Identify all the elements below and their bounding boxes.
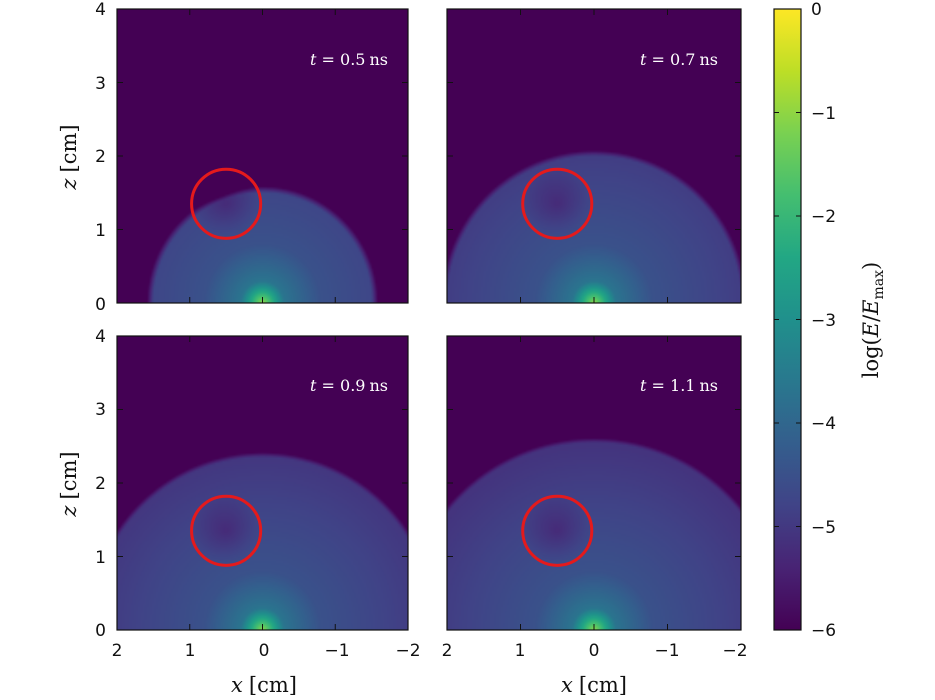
x-tick-label: −2 — [395, 641, 420, 661]
z-axis-label-bottom: z[cm] — [57, 451, 81, 517]
colorbar-tick-labels: 0 −1 −2 −3 −4 −5 −6 — [811, 0, 836, 641]
heatmap-panels — [116, 8, 742, 631]
x-axis-label-right: x [cm] — [561, 673, 627, 697]
colorbar-tick-label: −4 — [811, 414, 836, 434]
z-tick-label: 3 — [95, 74, 106, 94]
x-tick-label: −1 — [654, 641, 679, 661]
heatmap-image-2 — [117, 336, 408, 630]
x-tick-label: 2 — [112, 641, 123, 661]
time-annotation-3: t = 1.1 ns — [640, 376, 718, 395]
z-axis-label-top: z[cm] — [57, 124, 81, 190]
obstacle-circle-0 — [190, 167, 263, 240]
x-tick-labels-left: 2 1 0 −1 −2 — [112, 641, 421, 661]
z-tick-label: 4 — [95, 0, 106, 20]
x-tick-label: 1 — [185, 641, 196, 661]
z-tick-label: 0 — [95, 295, 106, 315]
time-annotations: t = 0.5 ns t = 0.7 ns t = 0.9 ns t = 1.1 ns — [310, 50, 718, 395]
heatmap-image-3 — [447, 336, 741, 630]
z-tick-label: 4 — [95, 327, 106, 347]
z-tick-labels-bottom: 0 1 2 3 4 — [95, 327, 106, 641]
colorbar-tick-label: −6 — [811, 621, 836, 641]
obstacle-circle-2 — [190, 494, 263, 567]
axis-ticks — [116, 8, 742, 631]
x-tick-label: 0 — [259, 641, 270, 661]
colorbar-tick-label: −3 — [811, 311, 836, 331]
z-tick-label: 2 — [95, 474, 106, 494]
z-tick-label: 1 — [95, 221, 106, 241]
colorbar-label: log(E/Emax) — [859, 262, 887, 379]
z-tick-label: 2 — [95, 147, 106, 167]
z-tick-label: 3 — [95, 400, 106, 420]
colorbar-tick-label: −5 — [811, 518, 836, 538]
time-annotation-2: t = 0.9 ns — [310, 376, 388, 395]
colorbar-tick-label: −1 — [811, 104, 836, 124]
x-tick-label: −1 — [324, 641, 349, 661]
colorbar-tick-label: −2 — [811, 207, 836, 227]
time-annotation-0: t = 0.5 ns — [310, 50, 388, 69]
colorbar-tick-label: 0 — [811, 0, 822, 20]
x-tick-labels-right: 2 1 0 −1 −2 — [442, 641, 748, 661]
obstacle-circle-3 — [521, 494, 594, 567]
obstacle-circle-1 — [521, 167, 594, 240]
colorbar-ticks — [774, 8, 801, 631]
time-annotation-1: t = 0.7 ns — [640, 50, 718, 69]
z-tick-label: 1 — [95, 548, 106, 568]
x-tick-label: 2 — [442, 641, 453, 661]
x-tick-label: 0 — [589, 641, 600, 661]
x-axis-label-left: x [cm] — [231, 673, 297, 697]
z-tick-label: 0 — [95, 621, 106, 641]
heatmap-image-1 — [447, 9, 741, 303]
z-tick-labels-top: 0 1 2 3 4 — [95, 0, 106, 315]
x-tick-label: 1 — [515, 641, 526, 661]
heatmap-image-0 — [117, 9, 408, 303]
x-tick-label: −2 — [722, 641, 747, 661]
